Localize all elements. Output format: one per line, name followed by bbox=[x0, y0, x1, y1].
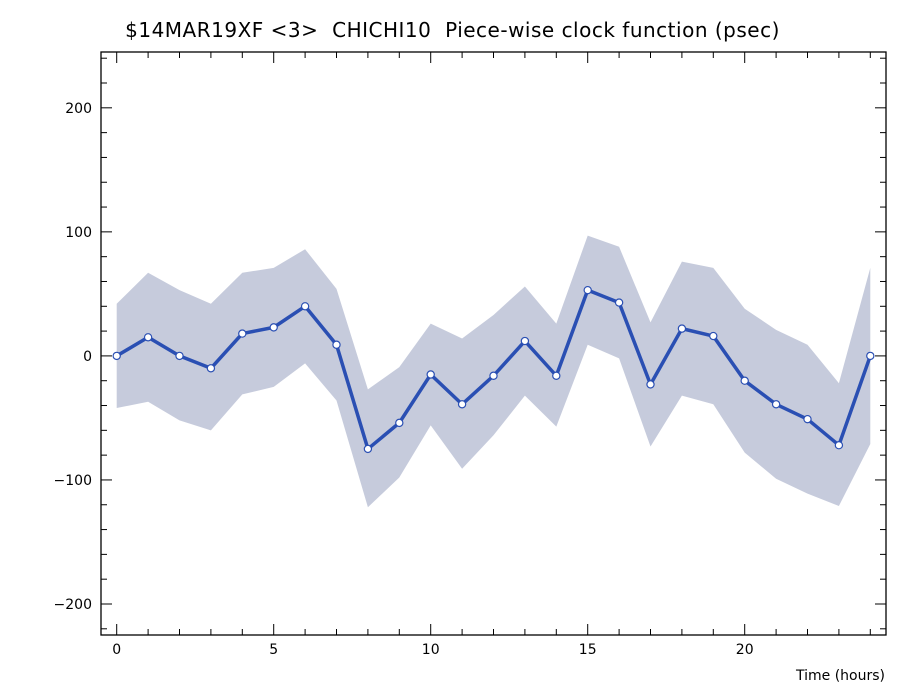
data-point bbox=[614, 298, 624, 307]
y-tick-label: −200 bbox=[54, 597, 92, 613]
data-point bbox=[646, 380, 655, 389]
data-point bbox=[583, 285, 592, 295]
y-tick-label: −100 bbox=[54, 473, 92, 489]
data-point bbox=[143, 333, 153, 342]
y-tick-label: 200 bbox=[65, 101, 92, 117]
data-point bbox=[803, 414, 812, 424]
x-tick-label: 20 bbox=[736, 642, 754, 658]
data-point bbox=[300, 302, 310, 311]
x-tick-label: 10 bbox=[422, 642, 440, 658]
data-point bbox=[740, 376, 749, 385]
data-point bbox=[112, 351, 121, 361]
data-point bbox=[834, 441, 844, 450]
data-point bbox=[426, 370, 435, 379]
x-tick-label: 15 bbox=[579, 642, 597, 658]
y-tick-label: 100 bbox=[65, 225, 92, 241]
x-tick-label: 0 bbox=[112, 642, 121, 658]
data-point bbox=[363, 444, 373, 454]
chart-title: $14MAR19XF <3> CHICHI10 Piece-wise clock… bbox=[125, 18, 780, 42]
data-point bbox=[866, 351, 875, 361]
data-point bbox=[175, 351, 184, 361]
data-point bbox=[709, 331, 718, 341]
data-point bbox=[552, 371, 561, 380]
data-point-layer bbox=[112, 285, 875, 454]
data-point bbox=[332, 340, 341, 349]
data-point bbox=[395, 418, 404, 428]
data-point bbox=[238, 329, 247, 338]
axis-layer: 0 5 10 15 20 200 100 0 −100 −200 bbox=[54, 51, 887, 658]
data-point bbox=[457, 400, 467, 409]
data-point bbox=[489, 371, 498, 380]
data-point bbox=[771, 400, 781, 409]
data-point bbox=[677, 324, 687, 333]
x-axis-label: Time (hours) bbox=[795, 668, 885, 684]
data-point bbox=[206, 364, 216, 373]
data-point bbox=[520, 336, 530, 346]
uncertainty-band bbox=[116, 235, 871, 508]
y-tick-label: 0 bbox=[83, 349, 92, 365]
uncertainty-band-layer bbox=[116, 235, 871, 508]
x-tick-label: 5 bbox=[269, 642, 278, 658]
data-point bbox=[269, 323, 278, 332]
